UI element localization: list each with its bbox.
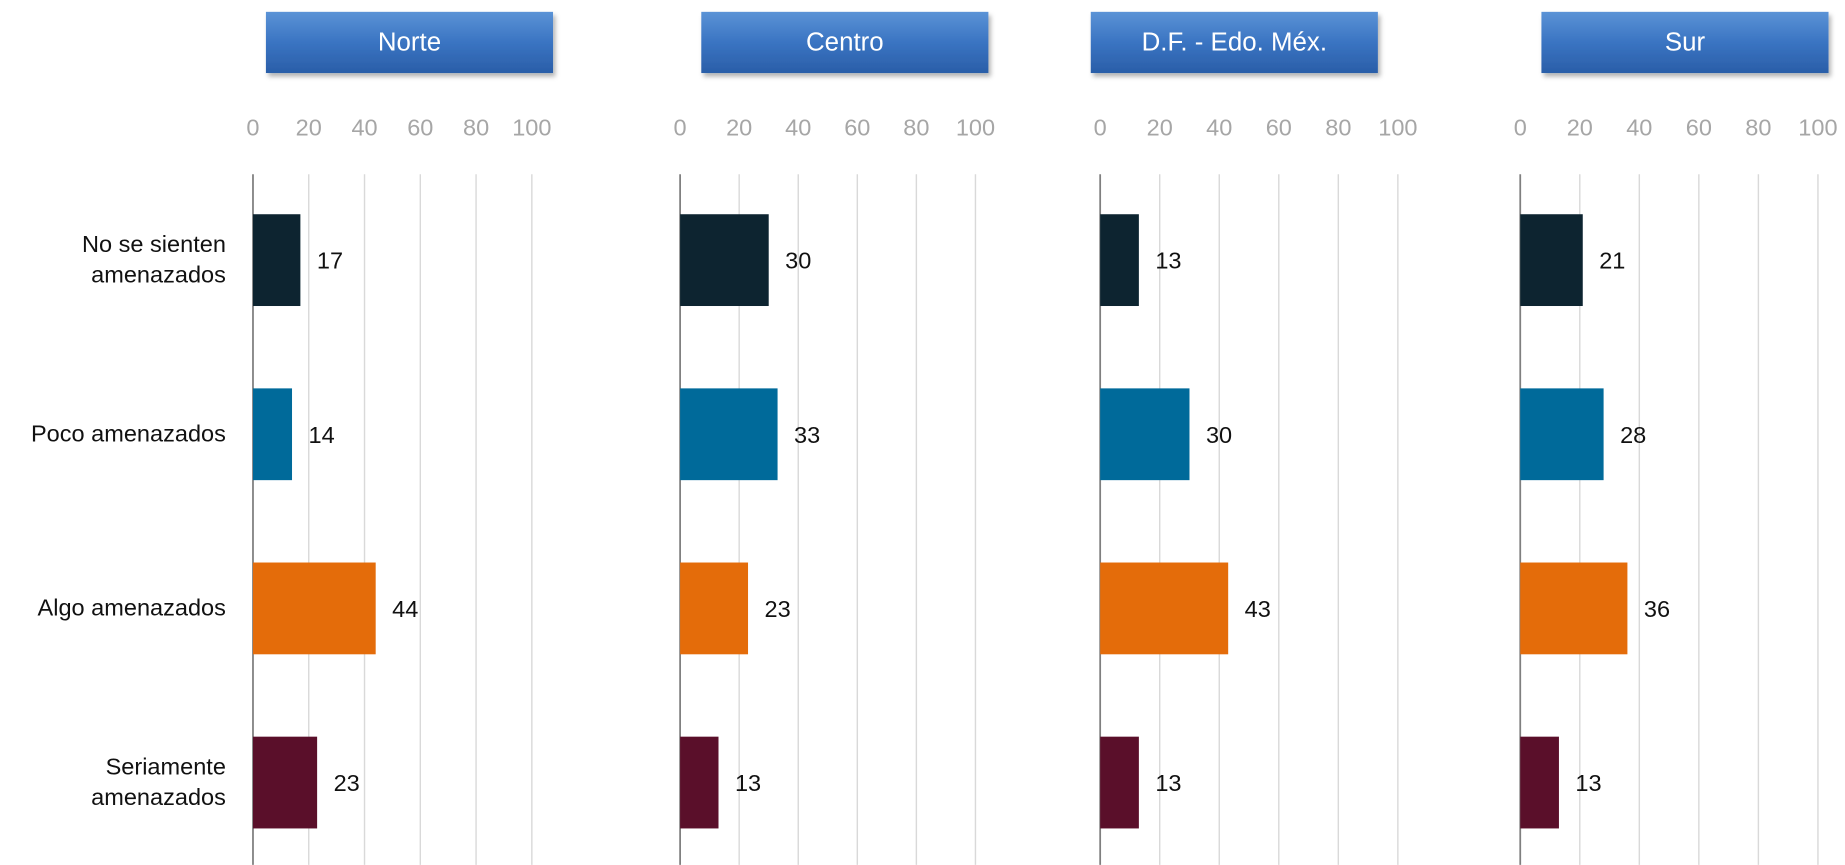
bar xyxy=(1520,214,1583,307)
x-tick-label: 100 xyxy=(512,115,551,141)
x-tick-label: 60 xyxy=(844,115,870,141)
data-label: 33 xyxy=(794,422,820,448)
data-label: 13 xyxy=(1155,770,1181,796)
x-tick-label: 60 xyxy=(1266,115,1292,141)
bar xyxy=(252,736,318,829)
panel-title: Sur xyxy=(1665,28,1706,56)
category-label-box: Poco amenazados xyxy=(30,421,226,448)
data-label: 30 xyxy=(785,248,811,274)
data-label: 17 xyxy=(317,248,343,274)
data-label: 43 xyxy=(1245,596,1271,622)
panel-title: Norte xyxy=(378,28,441,56)
bar xyxy=(252,562,376,655)
data-label: 23 xyxy=(334,770,360,796)
x-tick-label: 20 xyxy=(1567,115,1593,141)
data-label: 28 xyxy=(1620,422,1646,448)
data-label: 30 xyxy=(1206,422,1232,448)
bar xyxy=(1520,736,1559,829)
x-tick-label: 40 xyxy=(785,115,811,141)
x-tick-label: 100 xyxy=(1378,115,1417,141)
x-tick-label: 60 xyxy=(1686,115,1712,141)
bar xyxy=(1520,562,1628,655)
bar xyxy=(1100,736,1139,829)
x-tick-label: 80 xyxy=(1745,115,1771,141)
panel-header xyxy=(1541,11,1829,74)
bar xyxy=(1520,388,1604,481)
data-label: 13 xyxy=(1575,770,1601,796)
x-tick-label: 20 xyxy=(1147,115,1173,141)
bar xyxy=(252,388,293,481)
x-tick-label: 0 xyxy=(246,115,259,141)
bar xyxy=(680,562,749,655)
panel-header xyxy=(1090,11,1378,74)
data-label: 44 xyxy=(392,596,418,622)
x-tick-label: 100 xyxy=(956,115,995,141)
x-tick-label: 0 xyxy=(1514,115,1527,141)
data-label: 23 xyxy=(765,596,791,622)
bar xyxy=(680,736,719,829)
x-tick-label: 20 xyxy=(726,115,752,141)
bar xyxy=(680,388,778,481)
data-label: 36 xyxy=(1644,596,1670,622)
bar xyxy=(1100,214,1139,307)
x-tick-label: 80 xyxy=(463,115,489,141)
category-label: No se sienten amenazados xyxy=(82,231,226,289)
x-tick-label: 40 xyxy=(351,115,377,141)
x-tick-label: 80 xyxy=(1325,115,1351,141)
bar xyxy=(252,214,301,307)
panel-title: Centro xyxy=(806,28,884,56)
panel-header xyxy=(701,11,989,74)
category-label-box: No se sienten amenazados xyxy=(82,231,226,289)
x-tick-label: 40 xyxy=(1206,115,1232,141)
data-label: 14 xyxy=(308,422,334,448)
data-label: 21 xyxy=(1599,248,1625,274)
bar xyxy=(680,214,769,307)
category-label-box: Seriamente amenazados xyxy=(91,754,226,811)
x-tick-label: 20 xyxy=(296,115,322,141)
data-label: 13 xyxy=(1155,248,1181,274)
x-tick-label: 40 xyxy=(1626,115,1652,141)
category-label: Algo amenazados xyxy=(37,595,226,622)
panel-header xyxy=(265,11,554,74)
category-label: Poco amenazados xyxy=(30,421,226,448)
bar xyxy=(1100,562,1229,655)
x-tick-label: 80 xyxy=(903,115,929,141)
panel-title: D.F. - Edo. Méx. xyxy=(1142,28,1327,56)
bar xyxy=(1100,388,1190,481)
data-label: 13 xyxy=(735,770,761,796)
x-tick-label: 0 xyxy=(674,115,687,141)
category-label-box: Algo amenazados xyxy=(37,595,226,622)
category-label: Seriamente amenazados xyxy=(91,754,226,811)
x-tick-label: 0 xyxy=(1094,115,1107,141)
x-tick-label: 60 xyxy=(407,115,433,141)
x-tick-label: 100 xyxy=(1798,115,1837,141)
